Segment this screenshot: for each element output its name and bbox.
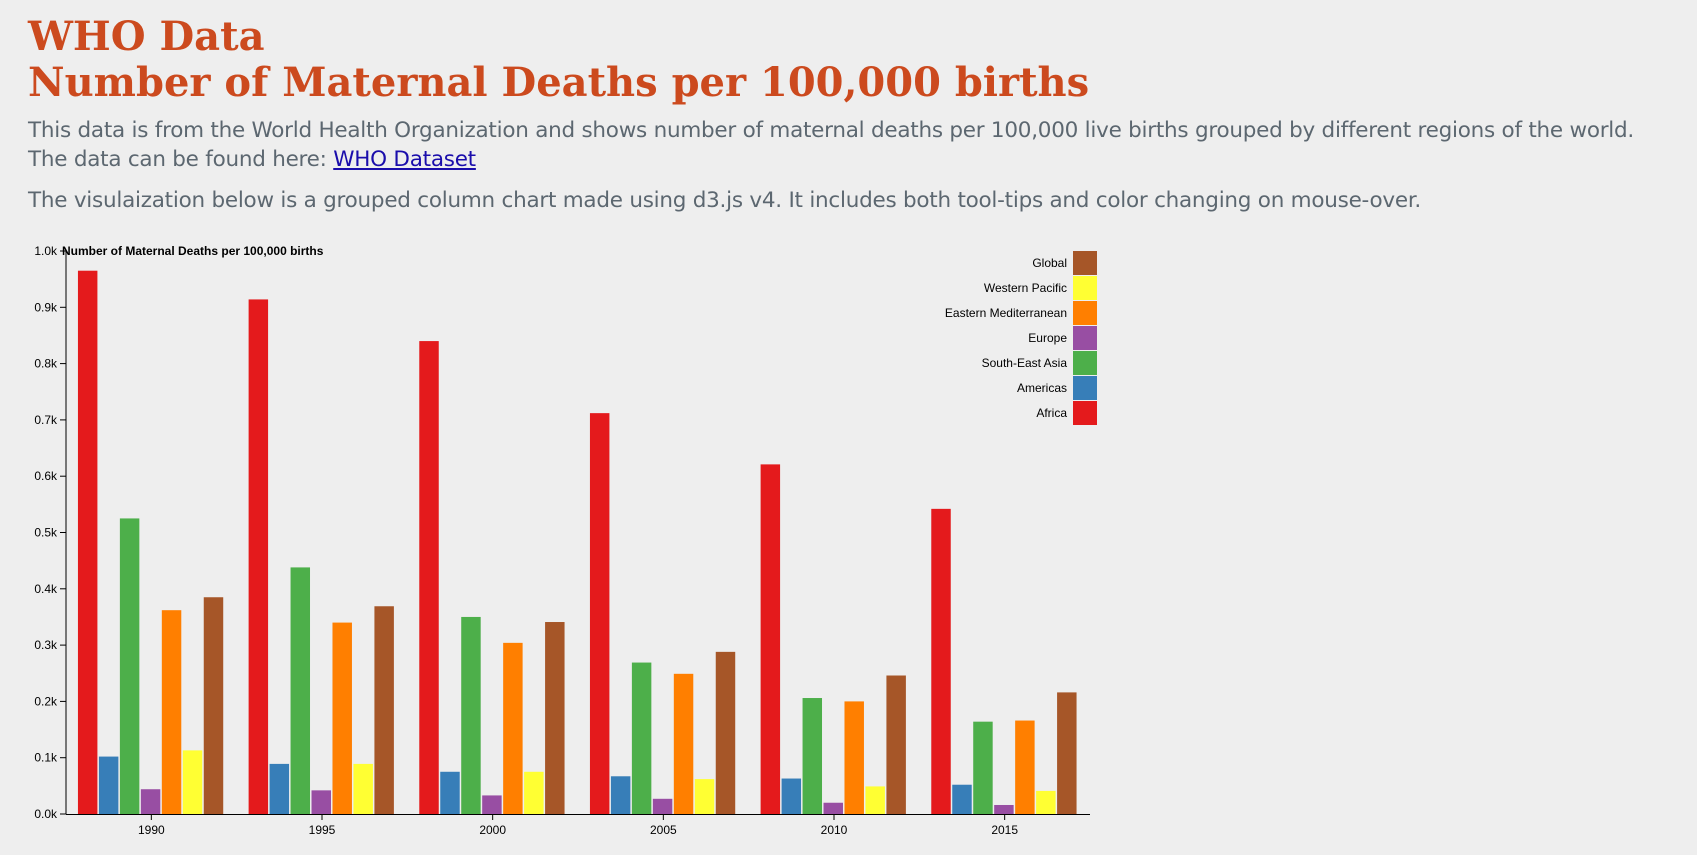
bar-europe-1995[interactable]: [311, 790, 331, 814]
bar-western-pacific-1990[interactable]: [182, 750, 203, 814]
y-tick-label: 0.3k: [34, 638, 58, 652]
x-tick-label: 2015: [991, 823, 1018, 837]
bar-western-pacific-2010[interactable]: [865, 786, 885, 814]
bar-western-pacific-1995[interactable]: [353, 763, 373, 814]
bar-western-pacific-2005[interactable]: [694, 779, 715, 814]
bar-eastern-mediterranean-2010[interactable]: [844, 701, 864, 814]
y-tick-label: 0.2k: [34, 694, 58, 708]
y-tick-label: 1.0k: [34, 244, 58, 258]
chart-description: The visulaization below is a grouped col…: [28, 188, 1422, 213]
legend-swatch: [1073, 376, 1097, 400]
bar-europe-2005[interactable]: [652, 798, 673, 814]
x-tick-label: 1995: [309, 823, 336, 837]
page-title-line1: WHO Data: [28, 13, 265, 60]
bar-americas-2010[interactable]: [781, 778, 802, 814]
x-tick-label: 2005: [650, 823, 677, 837]
bar-africa-1990[interactable]: [77, 270, 98, 814]
bar-global-2000[interactable]: [545, 622, 565, 814]
bar-global-1995[interactable]: [374, 606, 394, 814]
bar-europe-1990[interactable]: [140, 789, 161, 814]
bar-africa-2000[interactable]: [419, 341, 439, 814]
bar-europe-2010[interactable]: [823, 802, 843, 814]
intro-line1: This data is from the World Health Organ…: [28, 118, 1635, 143]
bar-eastern-mediterranean-2005[interactable]: [673, 673, 694, 814]
intro-paragraph: This data is from the World Health Organ…: [28, 116, 1634, 174]
page-title-line2: Number of Maternal Deaths per 100,000 bi…: [28, 59, 1090, 106]
legend-swatch: [1073, 326, 1097, 350]
bar-africa-2015[interactable]: [931, 508, 951, 814]
legend-swatch: [1073, 251, 1097, 275]
bar-south-east-asia-1995[interactable]: [290, 567, 311, 814]
page-title: WHO Data Number of Maternal Deaths per 1…: [28, 14, 1089, 106]
legend-label: South-East Asia: [982, 356, 1068, 370]
x-tick-label: 2000: [479, 823, 506, 837]
bar-south-east-asia-2015[interactable]: [973, 721, 993, 814]
bar-south-east-asia-2010[interactable]: [802, 698, 823, 814]
legend-swatch: [1073, 351, 1097, 375]
bar-africa-1995[interactable]: [248, 299, 269, 815]
y-tick-label: 0.4k: [34, 582, 58, 596]
x-tick-label: 1990: [138, 823, 165, 837]
legend-label: Eastern Mediterranean: [945, 306, 1067, 320]
bar-europe-2015[interactable]: [994, 804, 1014, 814]
bar-europe-2000[interactable]: [482, 795, 502, 814]
bar-africa-2005[interactable]: [589, 413, 610, 814]
legend-label: Europe: [1028, 331, 1067, 345]
y-tick-label: 0.9k: [34, 300, 58, 314]
bar-americas-2015[interactable]: [952, 784, 972, 814]
y-tick-label: 0.8k: [34, 357, 58, 371]
y-axis-label: Number of Maternal Deaths per 100,000 bi…: [62, 244, 324, 258]
bar-eastern-mediterranean-1990[interactable]: [161, 610, 182, 814]
bar-global-2010[interactable]: [886, 675, 906, 814]
intro-line2-prefix: The data can be found here:: [28, 147, 334, 172]
bar-americas-2005[interactable]: [610, 776, 631, 814]
plot-area: 0.0k 0.1k 0.2k 0.3k 0.4k 0.5k 0.6k 0.7k 0.8k 0.9k…: [34, 244, 1097, 837]
bar-americas-1990[interactable]: [98, 756, 119, 814]
bar-western-pacific-2015[interactable]: [1036, 790, 1056, 814]
y-tick-label: 0.7k: [34, 413, 58, 427]
legend-swatch: [1073, 401, 1097, 425]
y-tick-label: 0.0k: [34, 807, 58, 821]
bar-americas-1995[interactable]: [269, 763, 290, 814]
y-tick-label: 0.5k: [34, 526, 58, 540]
legend-label: Africa: [1036, 406, 1067, 420]
legend-swatch: [1073, 301, 1097, 325]
bar-eastern-mediterranean-2000[interactable]: [503, 642, 523, 814]
y-tick-label: 0.6k: [34, 469, 58, 483]
x-tick-label: 2010: [821, 823, 848, 837]
bar-global-2005[interactable]: [715, 651, 736, 814]
bar-global-1990[interactable]: [203, 597, 224, 814]
who-dataset-link[interactable]: WHO Dataset: [333, 147, 476, 172]
y-tick-label: 0.1k: [34, 751, 58, 765]
bar-global-2015[interactable]: [1057, 692, 1077, 814]
bar-africa-2010[interactable]: [760, 464, 781, 814]
legend-label: Western Pacific: [984, 281, 1067, 295]
bar-south-east-asia-2005[interactable]: [631, 662, 652, 814]
bar-americas-2000[interactable]: [440, 771, 460, 814]
bar-western-pacific-2000[interactable]: [524, 771, 544, 814]
bar-eastern-mediterranean-1995[interactable]: [332, 622, 352, 814]
legend-swatch: [1073, 276, 1097, 300]
bar-south-east-asia-2000[interactable]: [461, 616, 481, 814]
bar-south-east-asia-1990[interactable]: [119, 518, 140, 814]
legend-label: Americas: [1017, 381, 1067, 395]
bar-eastern-mediterranean-2015[interactable]: [1015, 720, 1035, 814]
grouped-column-chart: 0.0k 0.1k 0.2k 0.3k 0.4k 0.5k 0.6k 0.7k 0.8k 0.9k…: [34, 244, 1097, 837]
legend-label: Global: [1032, 256, 1067, 270]
